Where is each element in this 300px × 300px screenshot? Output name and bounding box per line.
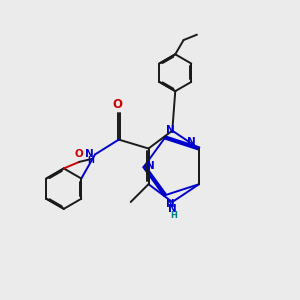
Text: N: N: [146, 161, 155, 171]
Text: O: O: [75, 149, 84, 159]
Text: N: N: [166, 125, 175, 135]
Text: H: H: [170, 211, 177, 220]
Text: N: N: [168, 203, 177, 214]
Text: N: N: [85, 149, 94, 159]
Text: N: N: [187, 137, 196, 147]
Text: H: H: [87, 157, 94, 166]
Text: O: O: [112, 98, 122, 111]
Text: N: N: [166, 199, 175, 209]
